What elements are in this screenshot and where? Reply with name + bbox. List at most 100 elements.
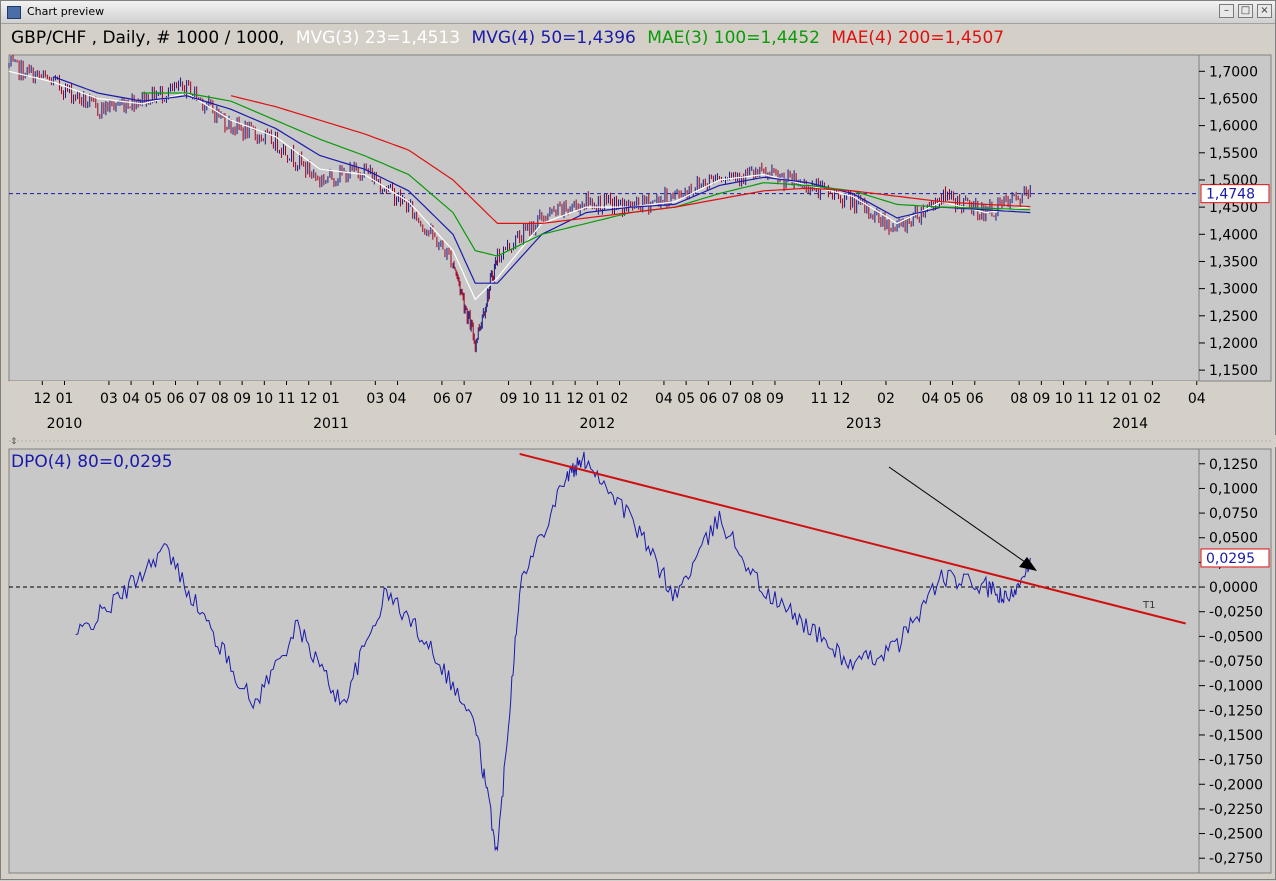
price-y-tick-label: 1,6000 xyxy=(1209,119,1258,135)
month-tick-label: 05 xyxy=(144,391,162,407)
year-tick-label: 2011 xyxy=(313,416,349,432)
month-tick-label: 01 xyxy=(322,391,340,407)
chart-canvas: GBP/CHF , Daily, # 1000 / 1000, MVG(3) 2… xyxy=(1,28,1276,874)
dpo-y-tick-label: -0,1000 xyxy=(1209,679,1263,695)
month-tick-label: 04 xyxy=(1188,391,1206,407)
price-y-ticks: 1,70001,65001,60001,55001,50001,45001,40… xyxy=(1199,64,1258,379)
month-tick-label: 11 xyxy=(810,391,828,407)
mae4-label: MAE(4) 200=1,4507 xyxy=(831,28,1004,48)
price-panel[interactable]: GBP/CHF , Daily, # 1000 / 1000, MVG(3) 2… xyxy=(8,28,1272,435)
dpo-y-tick-label: -0,2500 xyxy=(1209,827,1263,843)
price-header: GBP/CHF , Daily, # 1000 / 1000, MVG(3) 2… xyxy=(11,28,1004,48)
close-icon[interactable]: × xyxy=(1257,4,1272,18)
splitter-arrow-icon[interactable]: ⇕ xyxy=(10,437,18,447)
price-y-tick-label: 1,3500 xyxy=(1209,254,1258,270)
dpo-y-tick-label: 0,1000 xyxy=(1209,481,1258,497)
month-tick-label: 03 xyxy=(100,391,118,407)
dpo-y-tick-label: 0,1250 xyxy=(1209,457,1258,473)
dpo-y-tick-label: -0,2000 xyxy=(1209,777,1263,793)
dpo-y-tick-label: -0,0750 xyxy=(1209,654,1263,670)
month-tick-label: 02 xyxy=(611,391,629,407)
month-tick-label: 04 xyxy=(122,391,140,407)
month-tick-label: 06 xyxy=(167,391,185,407)
dpo-y-tick-label: -0,0250 xyxy=(1209,605,1263,621)
dpo-y-tick-label: -0,1500 xyxy=(1209,728,1263,744)
month-tick-label: 02 xyxy=(877,391,895,407)
month-tick-label: 01 xyxy=(1121,391,1139,407)
month-tick-label: 07 xyxy=(189,391,207,407)
month-tick-label: 01 xyxy=(56,391,74,407)
month-tick-label: 06 xyxy=(966,391,984,407)
month-tick-label: 09 xyxy=(233,391,251,407)
current-dpo-label: 0,0295 xyxy=(1206,551,1255,567)
dpo-series xyxy=(9,451,1199,852)
minimize-icon[interactable]: – xyxy=(1219,4,1234,18)
price-series xyxy=(8,54,1199,353)
dpo-y-tick-label: -0,1750 xyxy=(1209,753,1263,769)
year-tick-label: 2013 xyxy=(846,416,882,432)
dpo-y-tick-label: -0,2750 xyxy=(1209,851,1263,867)
arrow-head-icon xyxy=(1019,557,1037,571)
month-tick-label: 11 xyxy=(278,391,296,407)
month-tick-label: 01 xyxy=(588,391,606,407)
month-tick-label: 12 xyxy=(300,391,318,407)
dpo-y-tick-label: 0,0000 xyxy=(1209,580,1258,596)
price-x-axis xyxy=(9,381,1199,435)
title-bar[interactable]: Chart preview – □ × xyxy=(1,1,1275,24)
price-y-axis xyxy=(1198,54,1272,382)
month-tick-label: 05 xyxy=(677,391,695,407)
maximize-icon[interactable]: □ xyxy=(1238,4,1253,18)
price-plot-area[interactable] xyxy=(8,54,1200,382)
month-tick-label: 12 xyxy=(33,391,51,407)
price-y-tick-label: 1,1500 xyxy=(1209,363,1258,379)
mvg4-line xyxy=(53,76,1031,284)
year-tick-label: 2012 xyxy=(580,416,616,432)
price-y-tick-label: 1,5500 xyxy=(1209,146,1258,162)
month-tick-label: 11 xyxy=(544,391,562,407)
dpo-plot-area[interactable] xyxy=(8,448,1200,874)
month-tick-label: 12 xyxy=(1099,391,1117,407)
price-y-tick-label: 1,7000 xyxy=(1209,64,1258,80)
current-price-label: 1,4748 xyxy=(1206,187,1255,203)
month-tick-label: 08 xyxy=(1010,391,1028,407)
month-tick-label: 07 xyxy=(455,391,473,407)
current-price-badge: 1,4748 xyxy=(1200,184,1270,204)
price-y-tick-label: 1,4500 xyxy=(1209,200,1258,216)
dpo-y-tick-label: 0,0500 xyxy=(1209,531,1258,547)
dpo-panel[interactable]: DPO(4) 80=0,0295 0,1250 0,1000 0,0750 0,050… xyxy=(8,448,1272,874)
dpo-y-tick-label: 0,0750 xyxy=(1209,506,1258,522)
month-tick-label: 08 xyxy=(211,391,229,407)
mae3-line xyxy=(142,92,1031,257)
month-tick-label: 04 xyxy=(655,391,673,407)
month-tick-label: 09 xyxy=(500,391,518,407)
price-y-tick-label: 1,2000 xyxy=(1209,336,1258,352)
month-tick-label: 06 xyxy=(699,391,717,407)
month-tick-label: 02 xyxy=(1143,391,1161,407)
price-x-ticks: 12 01 03 04 05 06 07 08 09 10 11 12 01 03 04 06 07 09 10 11… xyxy=(33,381,1206,432)
price-y-tick-label: 1,2500 xyxy=(1209,309,1258,325)
month-tick-label: 04 xyxy=(921,391,939,407)
month-tick-label: 12 xyxy=(833,391,851,407)
month-tick-label: 06 xyxy=(433,391,451,407)
month-tick-label: 10 xyxy=(255,391,273,407)
chart-window-icon xyxy=(7,6,21,19)
dpo-y-ticks: 0,12500,10000,07500,05000,02500,0000-0,0… xyxy=(1199,457,1263,867)
dpo-header: DPO(4) 80=0,0295 xyxy=(11,452,173,472)
dpo-line xyxy=(75,451,1031,852)
month-tick-label: 10 xyxy=(522,391,540,407)
trendline-label: T1 xyxy=(1142,600,1155,611)
month-tick-label: 09 xyxy=(1032,391,1050,407)
mae3-label: MAE(3) 100=1,4452 xyxy=(647,28,820,48)
mvg4-label: MVG(4) 50=1,4396 xyxy=(472,28,636,48)
dpo-y-tick-label: -0,1250 xyxy=(1209,703,1263,719)
dpo-y-tick-label: -0,2250 xyxy=(1209,802,1263,818)
symbol-label: GBP/CHF , Daily, # 1000 / 1000, xyxy=(11,28,284,48)
month-tick-label: 08 xyxy=(744,391,762,407)
price-y-tick-label: 1,3000 xyxy=(1209,282,1258,298)
mvg3-label: MVG(3) 23=1,4513 xyxy=(296,28,460,48)
year-tick-label: 2014 xyxy=(1112,416,1148,432)
month-tick-label: 11 xyxy=(1077,391,1095,407)
month-tick-label: 07 xyxy=(722,391,740,407)
month-tick-label: 12 xyxy=(566,391,584,407)
